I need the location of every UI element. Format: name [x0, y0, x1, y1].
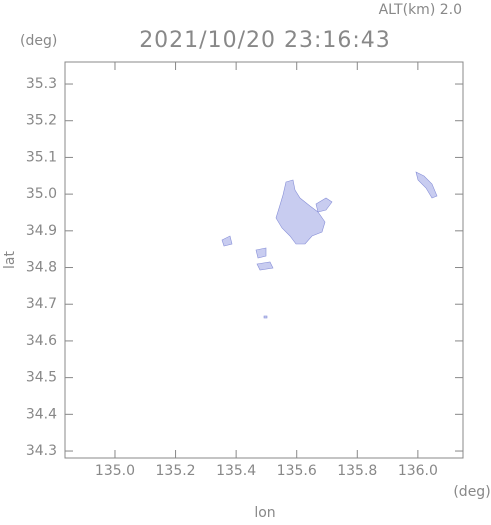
echo-regions: [221, 171, 438, 319]
x-tick-label: 135.2: [156, 463, 196, 479]
chart-title: 2021/10/20 23:16:43: [139, 28, 391, 53]
y-axis-label: lat: [2, 251, 18, 269]
y-tick-label: 34.6: [26, 333, 57, 349]
x-tick-label: 136.0: [398, 463, 438, 479]
y-tick-label: 35.3: [26, 76, 57, 92]
y-tick-label: 35.2: [26, 113, 57, 129]
y-tick-label: 34.7: [26, 296, 57, 312]
y-unit: (deg): [20, 33, 57, 49]
y-tick-label: 34.8: [26, 260, 57, 276]
echo-blob: [415, 171, 438, 199]
y-tick-label: 35.0: [26, 186, 57, 202]
y-tick-label: 34.3: [26, 443, 57, 459]
x-axis-label: lon: [254, 505, 275, 521]
echo-blob: [256, 261, 274, 271]
y-tick-label: 34.4: [26, 406, 57, 422]
x-tick-label: 135.0: [95, 463, 135, 479]
x-tick-label: 135.6: [277, 463, 317, 479]
plot-frame: [64, 61, 464, 459]
x-tick-label: 135.8: [337, 463, 377, 479]
x-tick-label: 135.4: [216, 463, 256, 479]
x-unit: (deg): [453, 484, 490, 500]
echo-blob: [263, 315, 268, 319]
echo-blob: [221, 235, 233, 247]
y-tick-label: 34.5: [26, 370, 57, 386]
echo-blob: [255, 247, 267, 259]
y-tick-label: 34.9: [26, 223, 57, 239]
echo-blob: [315, 197, 333, 213]
altitude-label: ALT(km) 2.0: [379, 2, 462, 18]
echo-blob: [275, 179, 326, 245]
y-tick-label: 35.1: [26, 149, 57, 165]
